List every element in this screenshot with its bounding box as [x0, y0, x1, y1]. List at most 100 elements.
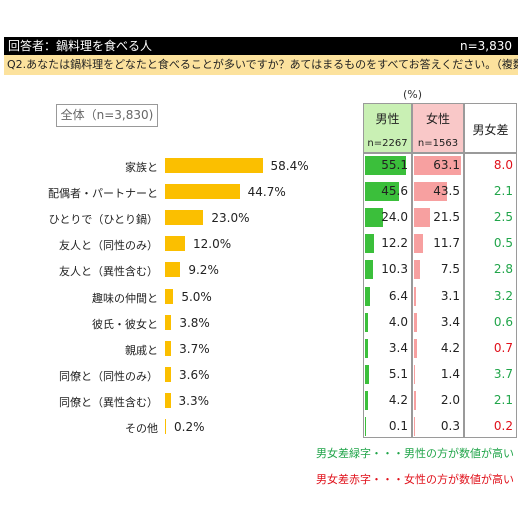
female-value: 7.5	[440, 262, 460, 277]
bar-value-label: 58.4%	[270, 159, 309, 173]
category-label: 家族と	[125, 161, 158, 174]
bar-value-label: 0.2%	[174, 420, 205, 434]
female-value: 3.1	[440, 288, 460, 303]
male-value: 45.6	[381, 184, 408, 199]
overall-label: 全体（n=3,830)	[56, 104, 158, 127]
male-value: 3.4	[388, 340, 408, 355]
category-label: その他	[125, 422, 158, 435]
bar	[165, 288, 174, 304]
female-bar	[414, 260, 420, 280]
bar-value-label: 12.0%	[193, 237, 232, 252]
female-value: 1.4	[440, 366, 460, 381]
bar	[165, 184, 240, 200]
respondent-header: 回答者：鍋料理を食べる人 n=3,830	[4, 37, 518, 55]
male-bar	[365, 390, 369, 410]
bar	[165, 236, 186, 252]
male-value: 0.1	[388, 419, 408, 433]
female-bar	[414, 338, 418, 358]
male-value: 5.1	[388, 366, 408, 381]
bar	[165, 340, 172, 356]
bar-value-label: 3.6%	[179, 367, 210, 382]
female-value: 0.3	[440, 419, 460, 433]
male-bar	[365, 312, 368, 332]
diff-value: 2.8	[493, 262, 513, 277]
male-bar	[365, 234, 375, 254]
bar	[165, 419, 166, 434]
bar-value-label: 3.8%	[179, 315, 210, 330]
category-label: 彼氏・彼女と	[92, 317, 158, 331]
female-value: 63.1	[433, 158, 460, 172]
male-bar	[365, 338, 368, 358]
diff-value: 0.7	[493, 340, 513, 355]
red-note: 男女差赤字・・・女性の方が数値が高い	[316, 473, 514, 486]
bar-value-label: 44.7%	[247, 185, 286, 200]
diff-value: 2.1	[493, 392, 513, 407]
diff-value: 2.5	[493, 210, 513, 225]
female-header-label: 女性	[425, 112, 450, 126]
diff-value: 0.2	[493, 419, 513, 433]
female-bar	[414, 364, 416, 384]
total-n: n=3,830	[459, 39, 512, 53]
unit-label: (%)	[403, 88, 423, 101]
female-column	[412, 153, 464, 438]
female-value: 4.2	[440, 340, 460, 355]
female-bar	[414, 182, 447, 202]
male-value: 24.0	[381, 210, 408, 225]
green-note: 男女差緑字・・・男性の方が数値が高い	[316, 447, 514, 460]
category-label: 趣味の仲間と	[92, 291, 158, 305]
male-bar	[365, 364, 369, 384]
female-value: 21.5	[433, 210, 460, 225]
diff-value: 2.1	[493, 184, 513, 199]
female-value: 3.4	[440, 314, 460, 329]
diff-value: 3.2	[493, 288, 513, 303]
bar-value-label: 5.0%	[181, 289, 212, 304]
female-header-n: n=1563	[417, 138, 459, 149]
diff-value: 3.7	[493, 366, 513, 381]
bar	[165, 366, 171, 382]
male-bar	[365, 156, 407, 175]
male-value: 55.1	[381, 158, 408, 172]
category-label: 親戚と	[125, 343, 158, 357]
category-label: 友人と（同性のみ）	[59, 239, 158, 253]
female-bar	[414, 312, 417, 332]
female-value: 2.0	[440, 392, 460, 407]
male-column	[363, 153, 412, 438]
female-bar	[414, 390, 416, 410]
female-bar	[414, 417, 415, 436]
female-header: 女性 n=1563	[412, 103, 464, 153]
male-value: 4.0	[388, 314, 408, 329]
female-value: 11.7	[433, 236, 460, 251]
female-bar	[414, 234, 423, 254]
bar	[165, 210, 204, 226]
bar-value-label: 23.0%	[211, 211, 250, 226]
category-label: 配偶者・パートナーと	[48, 187, 158, 201]
male-header: 男性 n=2267	[363, 103, 412, 153]
bar-value-label: 3.7%	[179, 341, 210, 356]
male-bar	[365, 286, 370, 306]
male-value: 12.2	[381, 236, 408, 251]
male-bar	[365, 208, 383, 228]
female-bar	[414, 208, 431, 228]
diff-header: 男女差	[464, 103, 517, 153]
category-label: 同僚と（異性含む）	[59, 395, 158, 409]
male-bar	[365, 182, 400, 202]
female-bar	[414, 156, 462, 175]
bar	[165, 314, 172, 330]
category-label: 友人と（異性含む）	[59, 265, 158, 279]
diff-header-label: 男女差	[472, 123, 509, 137]
male-value: 10.3	[381, 262, 408, 277]
category-label: ひとりで（ひとり鍋）	[48, 213, 158, 227]
male-header-label: 男性	[375, 112, 400, 126]
female-bar	[414, 286, 417, 306]
respondent-label: 回答者：鍋料理を食べる人	[8, 39, 153, 53]
diff-column	[464, 153, 517, 438]
bar	[165, 262, 181, 278]
diff-value: 0.5	[493, 236, 513, 251]
male-value: 6.4	[388, 288, 408, 303]
diff-value: 8.0	[493, 158, 513, 172]
question-text: Q2.あなたは鍋料理をどなたと食べることが多いですか？あてはまるものをすべてお答…	[4, 55, 518, 75]
male-bar	[365, 260, 373, 280]
male-value: 4.2	[388, 392, 408, 407]
bar	[165, 158, 263, 173]
bar-value-label: 3.3%	[178, 393, 210, 408]
